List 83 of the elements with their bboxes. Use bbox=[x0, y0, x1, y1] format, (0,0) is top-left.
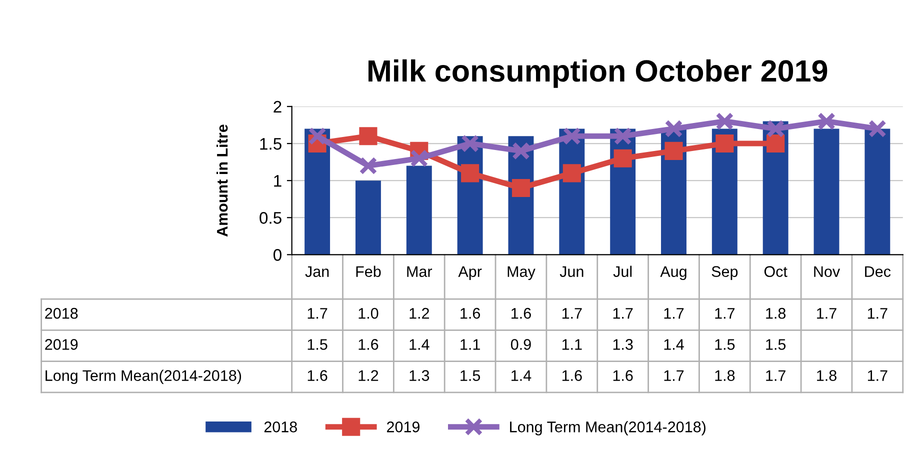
data-label: 1.4 bbox=[410, 339, 430, 350]
y-axis-title: Amount in Litre bbox=[216, 124, 228, 237]
y-tick-label: 2 bbox=[274, 100, 282, 113]
bar bbox=[864, 128, 890, 255]
data-label: 1.3 bbox=[613, 339, 633, 350]
point bbox=[461, 164, 480, 182]
bar bbox=[355, 180, 381, 255]
data-label: 1.7 bbox=[613, 308, 633, 319]
data-label: 1.5 bbox=[715, 339, 735, 350]
point bbox=[716, 134, 734, 153]
data-label: 1.2 bbox=[410, 308, 429, 319]
data-label: 0.9 bbox=[510, 339, 531, 350]
data-label: 1.6 bbox=[613, 370, 633, 381]
data-label: 1.0 bbox=[358, 308, 378, 319]
legend-label: 2018 bbox=[264, 422, 297, 432]
point bbox=[716, 112, 734, 130]
bar bbox=[406, 166, 432, 255]
data-label: 1.2 bbox=[358, 370, 378, 381]
data-label: 1.7 bbox=[664, 370, 684, 381]
point bbox=[562, 127, 581, 146]
point bbox=[664, 142, 683, 160]
legend-label: Long Term Mean(2014-2018) bbox=[510, 421, 706, 436]
x-tick-label: Oct bbox=[764, 266, 788, 277]
data-label: 1.7 bbox=[664, 308, 684, 319]
data-label: 1.6 bbox=[308, 370, 328, 381]
point bbox=[817, 112, 836, 130]
data-label: 1.1 bbox=[562, 339, 582, 350]
data-label: 1.8 bbox=[715, 370, 735, 381]
data-label: 1.1 bbox=[460, 339, 480, 350]
point bbox=[359, 127, 378, 146]
text: Long Term Mean(2014-2018) bbox=[46, 370, 242, 384]
data-label: 1.8 bbox=[766, 308, 786, 319]
data-label: 1.7 bbox=[817, 308, 836, 319]
data-label: 1.5 bbox=[460, 370, 480, 381]
data-label: 1.6 bbox=[358, 339, 378, 350]
y-tick-label: 1.5 bbox=[260, 138, 282, 150]
data-label: 1.4 bbox=[664, 339, 684, 350]
text: 2019 bbox=[45, 339, 78, 350]
point bbox=[614, 127, 632, 146]
point bbox=[512, 142, 530, 160]
x-tick-label: Nov bbox=[814, 266, 840, 277]
bar bbox=[814, 128, 840, 255]
point bbox=[359, 156, 378, 175]
data-label: 1.7 bbox=[308, 308, 328, 319]
point bbox=[868, 120, 886, 138]
x-tick-label: Sep bbox=[712, 266, 738, 280]
data-label: 1.7 bbox=[715, 308, 735, 319]
y-tick-label: 0.5 bbox=[260, 212, 282, 224]
y-tick-label: 1 bbox=[274, 175, 282, 187]
data-label: 1.3 bbox=[410, 370, 430, 381]
point bbox=[562, 164, 581, 182]
text: 2018 bbox=[45, 308, 78, 319]
point bbox=[410, 149, 428, 168]
point bbox=[461, 134, 480, 153]
data-label: 1.7 bbox=[562, 308, 582, 319]
legend-label: 2019 bbox=[387, 422, 420, 432]
chart-title: Milk consumption October 2019 bbox=[368, 59, 828, 88]
x-tick-label: Dec bbox=[865, 266, 891, 277]
x-tick-label: Aug bbox=[660, 266, 686, 280]
point bbox=[512, 178, 530, 198]
point bbox=[308, 127, 326, 146]
x-tick-label: Jun bbox=[560, 266, 584, 277]
data-label: 1.7 bbox=[868, 370, 888, 381]
x-tick-label: Mar bbox=[407, 266, 432, 277]
data-label: 1.6 bbox=[562, 370, 582, 381]
x-tick-label: Apr bbox=[458, 266, 482, 280]
point bbox=[766, 120, 785, 138]
x-tick-label: Jul bbox=[613, 266, 632, 277]
data-label: 1.8 bbox=[817, 370, 836, 381]
point bbox=[766, 134, 785, 153]
data-label: 1.5 bbox=[308, 339, 328, 350]
point bbox=[664, 120, 683, 138]
data-label: 1.5 bbox=[766, 339, 786, 350]
data-label: 1.6 bbox=[512, 308, 531, 319]
point bbox=[614, 149, 632, 168]
x-tick-label: Feb bbox=[356, 266, 381, 277]
data-label: 1.4 bbox=[512, 370, 532, 381]
y-tick-label: 0 bbox=[274, 249, 282, 261]
data-label: 1.7 bbox=[868, 308, 888, 319]
data-label: 1.6 bbox=[460, 308, 480, 319]
data-label: 1.7 bbox=[766, 370, 786, 381]
x-tick-label: Jan bbox=[305, 266, 329, 277]
x-tick-label: May bbox=[508, 266, 536, 280]
